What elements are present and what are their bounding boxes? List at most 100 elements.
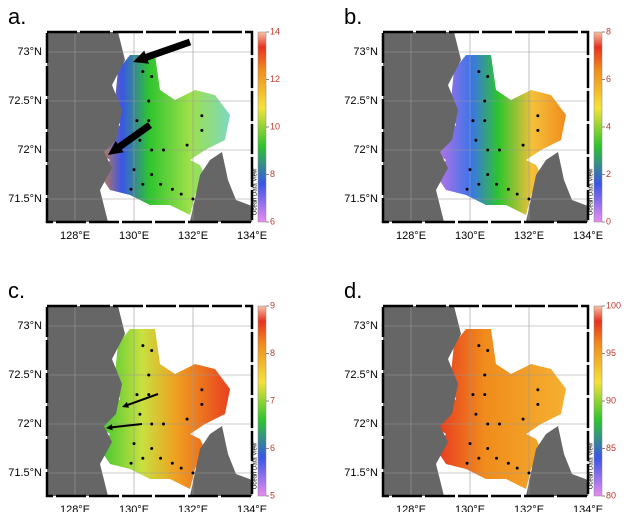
lon-tick-label: 132°E xyxy=(178,504,208,512)
station xyxy=(486,148,490,152)
lat-tick-label: 72°N xyxy=(353,144,378,156)
lon-tick-label: 130°E xyxy=(455,230,485,242)
lon-tick-label: 132°E xyxy=(514,230,544,242)
lat-tick-label: 73°N xyxy=(353,320,378,332)
data-field xyxy=(95,329,230,489)
lat-tick-label: 71.5°N xyxy=(344,467,378,479)
colorbar-tick-label: 2 xyxy=(606,169,611,179)
station xyxy=(483,99,487,103)
station xyxy=(185,417,189,421)
station xyxy=(486,349,490,352)
map-frame xyxy=(45,304,254,498)
land xyxy=(526,426,588,496)
land xyxy=(383,32,461,222)
lon-tick-label: 134°E xyxy=(573,230,603,242)
station xyxy=(185,143,189,147)
station xyxy=(498,422,501,426)
lat-tick-label: 72°N xyxy=(17,144,42,156)
land xyxy=(47,306,125,496)
station xyxy=(486,422,490,426)
station xyxy=(474,412,478,416)
watermark: Ocean Data View xyxy=(589,442,595,489)
station xyxy=(170,461,174,465)
lon-tick-label: 130°E xyxy=(455,504,485,512)
station xyxy=(465,187,469,191)
colorbar-tick-label: 14 xyxy=(270,26,280,36)
colorbar-tick-label: 8 xyxy=(270,169,275,179)
colorbar-tick-label: 7 xyxy=(270,395,275,405)
lat-tick-label: 72°N xyxy=(17,418,42,430)
station xyxy=(521,417,525,421)
lon-tick-label: 128°E xyxy=(396,230,426,242)
colorbar xyxy=(257,305,267,497)
station xyxy=(483,393,487,397)
station xyxy=(515,466,519,470)
colorbar-tick-label: 8 xyxy=(606,26,611,36)
station xyxy=(200,388,204,392)
station xyxy=(147,99,151,103)
land xyxy=(526,152,588,222)
station xyxy=(477,70,481,74)
station xyxy=(527,197,531,201)
station xyxy=(536,388,540,392)
lon-tick-label: 134°E xyxy=(573,504,603,512)
station xyxy=(471,393,475,397)
station xyxy=(486,173,490,176)
station xyxy=(191,471,195,475)
colorbar-tick-label: 8 xyxy=(270,348,275,358)
station xyxy=(200,114,204,118)
colorbar-tick-label: 85 xyxy=(606,443,616,453)
lat-tick-label: 72.5°N xyxy=(344,369,378,381)
station xyxy=(141,70,145,74)
arrow-head xyxy=(122,401,129,408)
station xyxy=(150,148,154,152)
colorbar-tick-label: 9 xyxy=(270,300,275,310)
map-frame xyxy=(45,30,254,224)
station xyxy=(495,456,499,460)
arrow xyxy=(125,393,159,407)
colorbar-tick-label: 95 xyxy=(606,348,616,358)
station xyxy=(129,187,133,191)
station xyxy=(162,422,165,426)
station xyxy=(141,456,145,460)
station xyxy=(506,461,510,465)
station xyxy=(495,182,499,186)
panel-label: c. xyxy=(8,278,25,303)
station xyxy=(150,75,154,78)
station xyxy=(477,182,481,186)
map-frame xyxy=(381,304,590,498)
station xyxy=(468,442,472,446)
station xyxy=(536,402,540,406)
station xyxy=(138,412,142,416)
station xyxy=(138,138,142,142)
data-field xyxy=(95,55,230,215)
watermark: Ocean Data View xyxy=(253,442,259,489)
colorbar-tick-label: 80 xyxy=(606,490,616,500)
lon-tick-label: 128°E xyxy=(60,504,90,512)
station xyxy=(150,447,154,450)
lat-tick-label: 72°N xyxy=(353,418,378,430)
station xyxy=(132,442,136,446)
panel-label: a. xyxy=(8,4,26,29)
station xyxy=(150,349,154,352)
station xyxy=(147,373,151,377)
data-field xyxy=(431,329,566,489)
station xyxy=(486,447,490,450)
lon-tick-label: 128°E xyxy=(396,504,426,512)
station xyxy=(200,128,204,132)
colorbar xyxy=(593,305,603,497)
lat-tick-label: 72.5°N xyxy=(8,95,42,107)
lat-tick-label: 73°N xyxy=(17,46,42,58)
station xyxy=(159,182,163,186)
lat-tick-label: 71.5°N xyxy=(8,193,42,205)
colorbar xyxy=(593,31,603,223)
station xyxy=(162,148,165,152)
station xyxy=(170,187,174,191)
station xyxy=(150,173,154,176)
colorbar xyxy=(257,31,267,223)
station xyxy=(483,119,487,123)
map-frame xyxy=(381,30,590,224)
arrow xyxy=(110,423,143,429)
colorbar-tick-label: 0 xyxy=(606,216,611,226)
